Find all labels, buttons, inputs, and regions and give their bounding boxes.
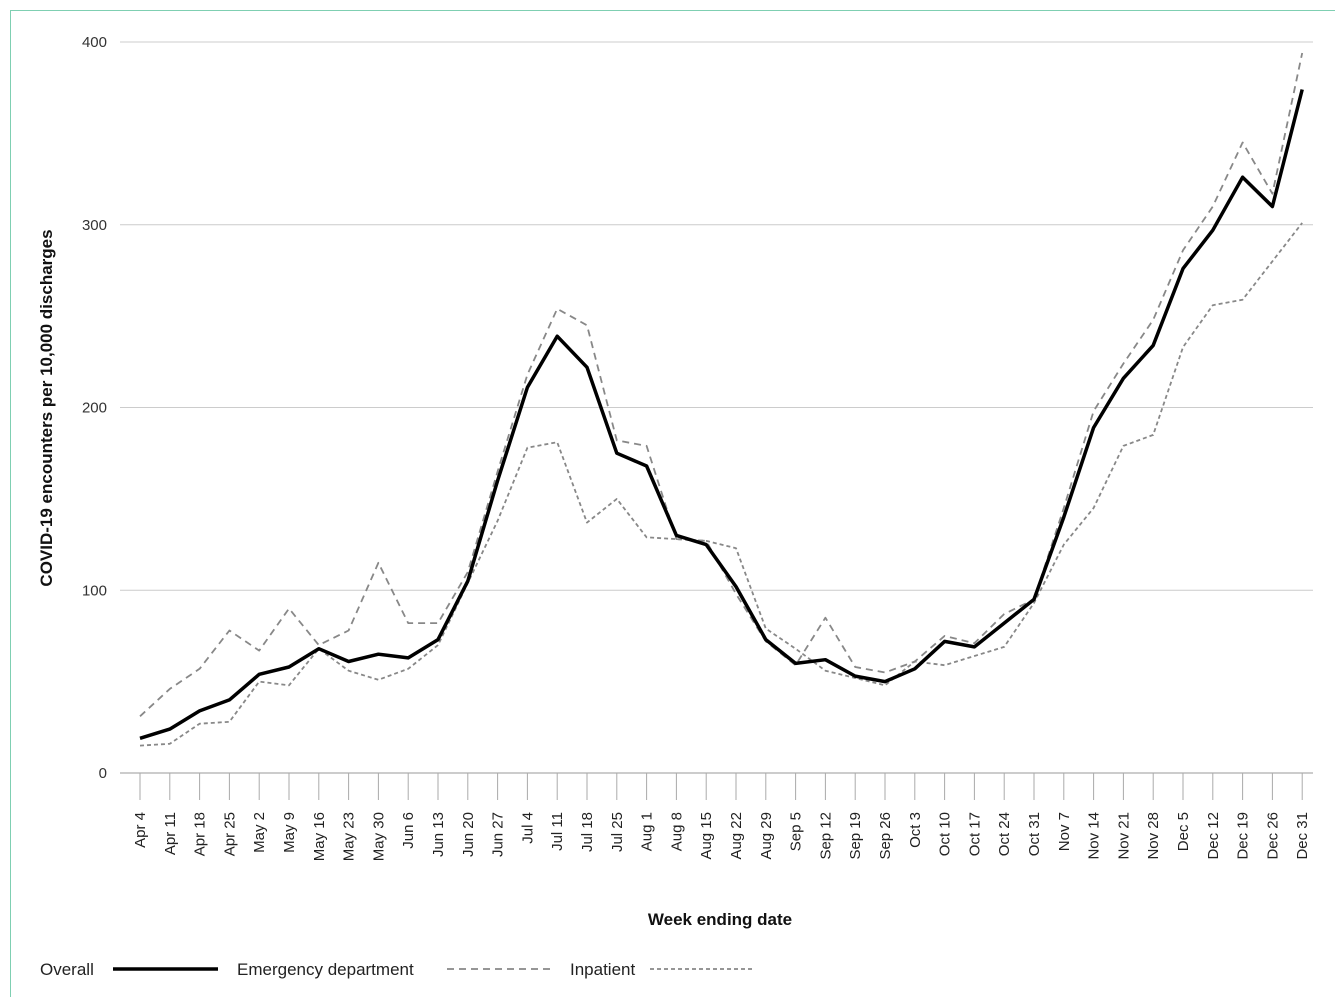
x-tick-label: Dec 5: [1175, 812, 1192, 851]
series-line-emergency-department: [139, 52, 1304, 717]
x-tick-label: Jun 13: [430, 812, 447, 857]
x-tick-label: Oct 3: [907, 812, 924, 848]
x-tick-marks: [139, 773, 1303, 800]
x-tick-label: May 23: [341, 812, 358, 861]
x-tick-label: Apr 4: [132, 812, 149, 848]
x-tick-labels: Apr 4 Apr 11 Apr 18 Apr 25 May 2 May 9 May 16 M…: [132, 812, 1311, 861]
y-tick-label: 300: [82, 217, 107, 234]
series-lines: [139, 52, 1304, 747]
series-line-inpatient: [139, 222, 1303, 747]
x-tick-label: May 9: [281, 812, 298, 853]
x-tick-label: Oct 24: [996, 812, 1013, 856]
x-tick-label: Jul 4: [519, 812, 536, 844]
x-tick-label: Oct 10: [937, 812, 954, 856]
x-tick-label: Jul 25: [609, 812, 626, 852]
x-axis-title: Week ending date: [648, 910, 792, 929]
x-tick-label: Jul 11: [549, 812, 566, 851]
x-tick-label: Jul 18: [579, 812, 596, 852]
series-line-overall: [139, 89, 1304, 740]
x-tick-label: Nov 7: [1056, 812, 1073, 851]
legend-label-emergency-department: Emergency department: [237, 960, 414, 979]
x-tick-label: Dec 12: [1205, 812, 1222, 860]
x-tick-label: Aug 8: [668, 812, 685, 851]
y-tick-label: 400: [82, 34, 107, 51]
x-tick-label: Nov 28: [1145, 812, 1162, 860]
x-tick-label: Sep 19: [847, 812, 864, 860]
chart-frame: [10, 10, 1335, 997]
x-tick-label: Sep 5: [788, 812, 805, 851]
x-tick-label: Oct 31: [1026, 812, 1043, 856]
x-tick-label: Jun 6: [400, 812, 417, 849]
y-tick-label: 0: [99, 765, 107, 782]
x-tick-label: May 2: [251, 812, 268, 853]
y-gridlines: [120, 41, 1313, 774]
x-tick-label: Dec 31: [1294, 812, 1311, 860]
x-tick-label: Nov 21: [1115, 812, 1132, 860]
x-tick-label: Apr 18: [192, 812, 209, 856]
legend: Overall Emergency department Inpatient: [40, 960, 755, 979]
x-tick-label: Sep 26: [877, 812, 894, 860]
x-tick-label: Jun 20: [460, 812, 477, 857]
y-tick-label: 200: [82, 400, 107, 417]
y-axis-title: COVID-19 encounters per 10,000 discharge…: [37, 229, 56, 586]
x-tick-label: May 16: [311, 812, 328, 861]
x-tick-label: May 30: [370, 812, 387, 861]
legend-label-overall: Overall: [40, 960, 94, 979]
x-tick-label: Jun 27: [490, 812, 507, 857]
x-tick-label: Nov 14: [1086, 812, 1103, 860]
x-tick-label: Aug 29: [758, 812, 775, 860]
x-tick-label: Apr 25: [221, 812, 238, 856]
y-tick-label: 100: [82, 582, 107, 599]
x-tick-label: Aug 15: [698, 812, 715, 860]
x-tick-label: Dec 19: [1235, 812, 1252, 860]
x-tick-label: Oct 17: [966, 812, 983, 856]
x-tick-label: Aug 1: [639, 812, 656, 851]
y-tick-labels: 0 100 200 300 400: [82, 34, 107, 782]
x-tick-label: Apr 11: [162, 812, 179, 855]
x-tick-label: Aug 22: [728, 812, 745, 860]
x-tick-label: Dec 26: [1264, 812, 1281, 860]
x-tick-label: Sep 12: [817, 812, 834, 860]
legend-label-inpatient: Inpatient: [570, 960, 635, 979]
